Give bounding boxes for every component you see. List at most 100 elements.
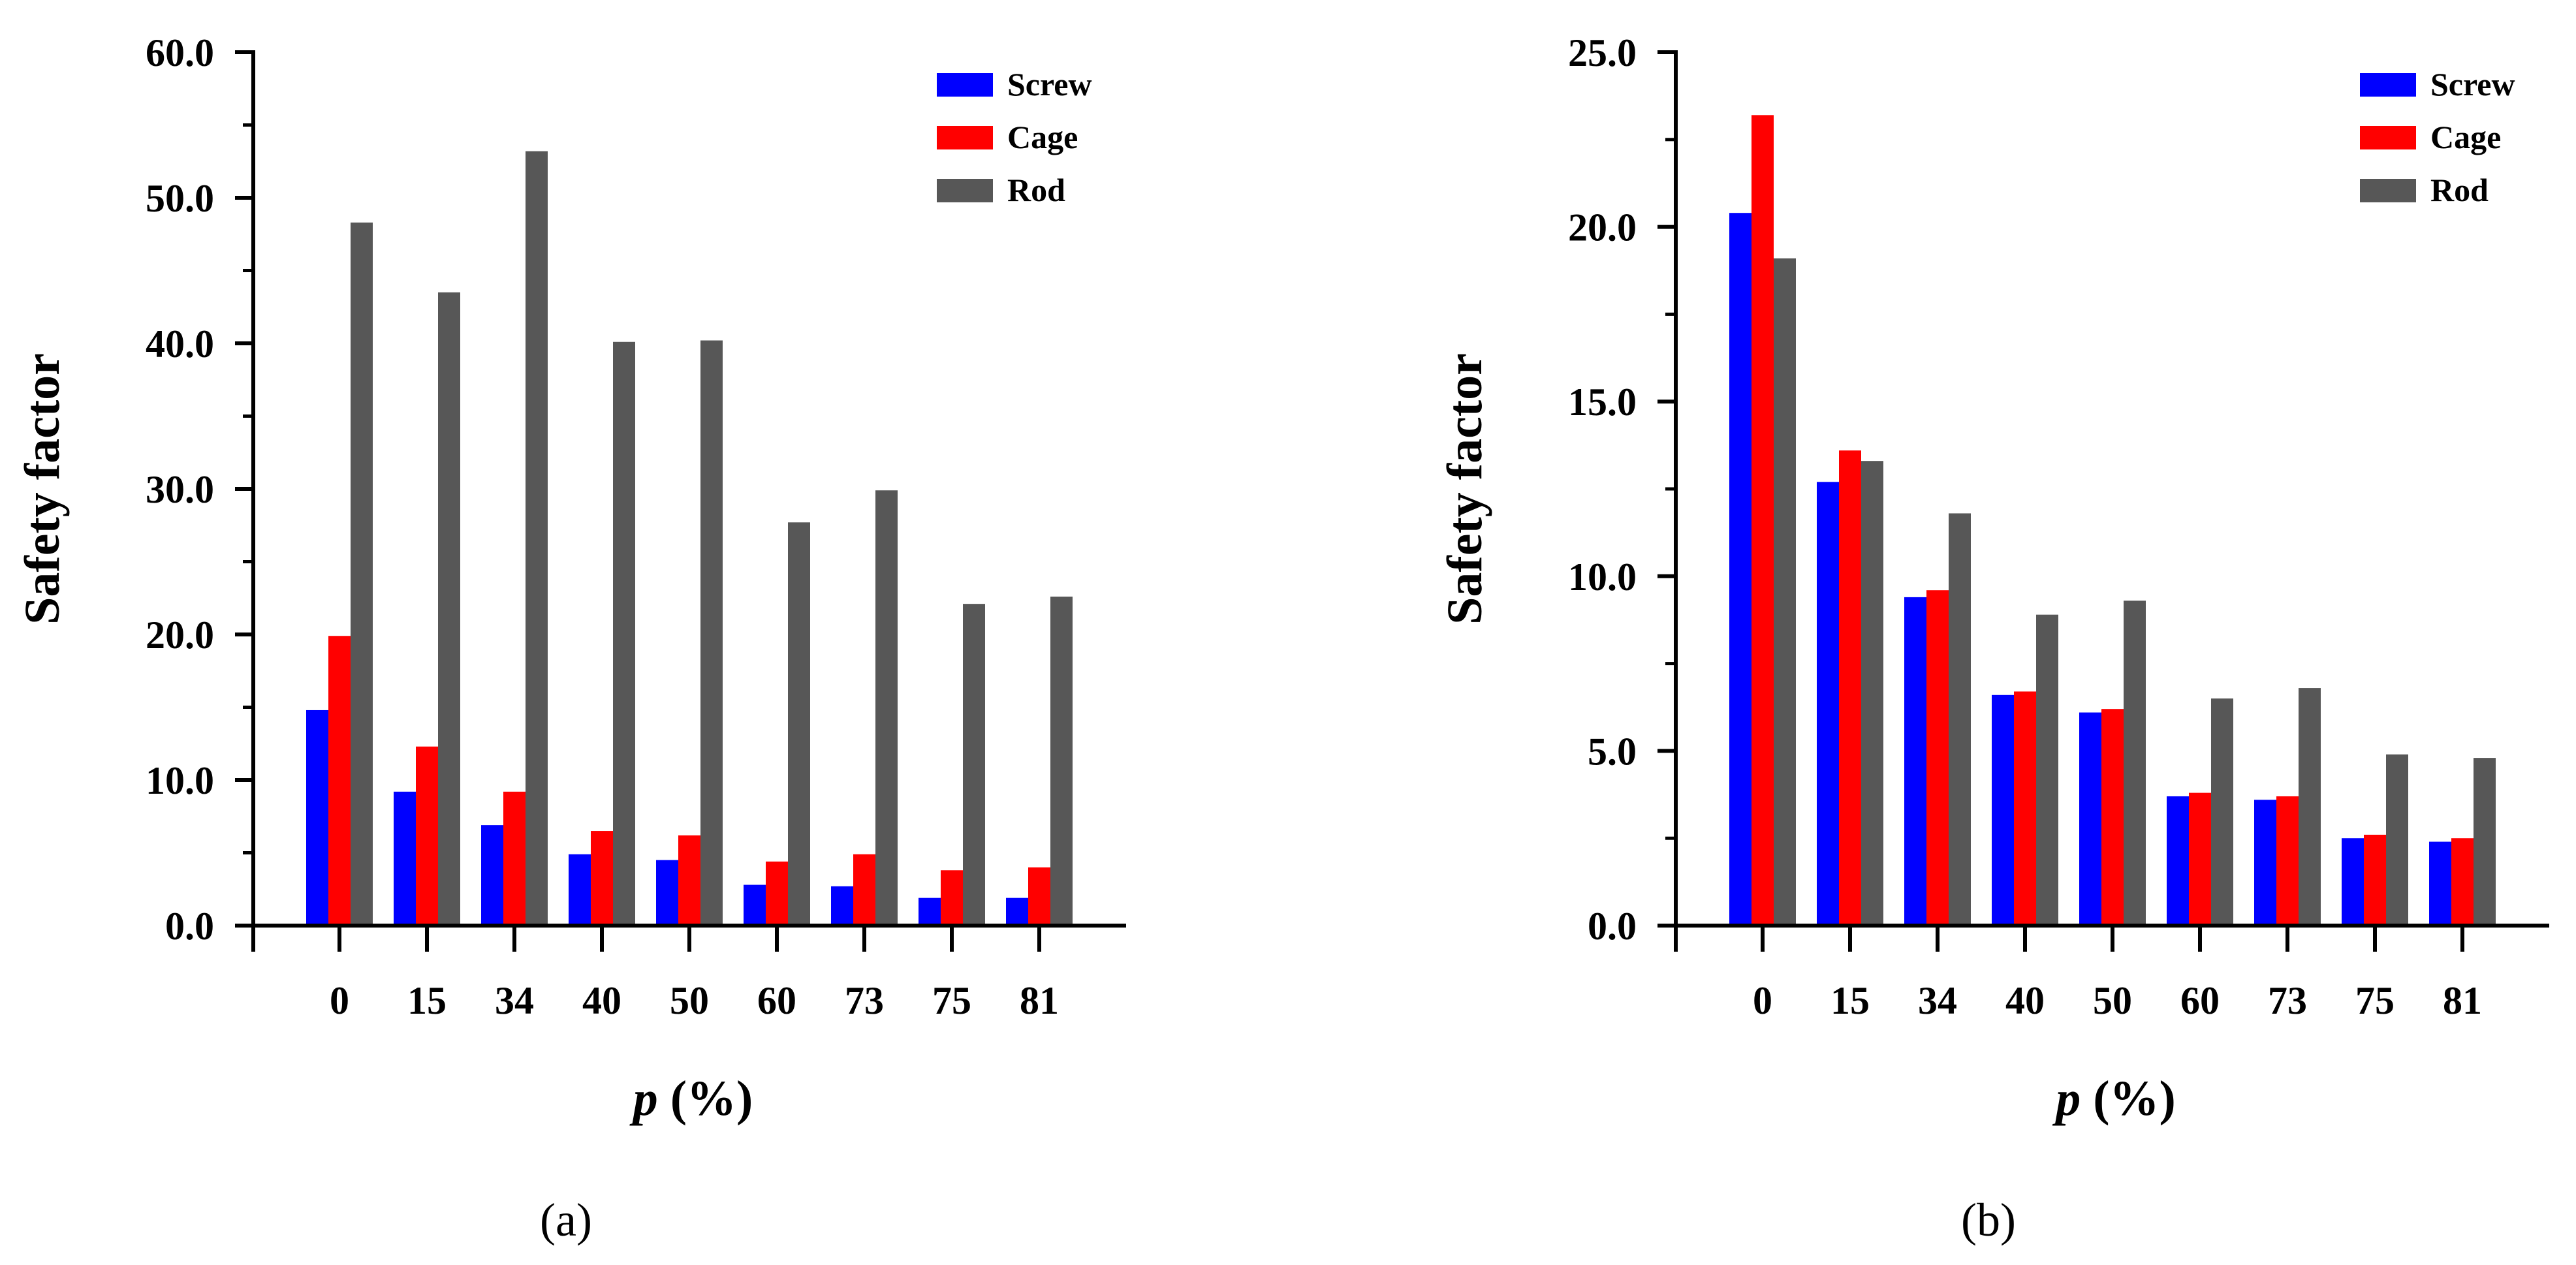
bar-rod-75 bbox=[963, 604, 985, 926]
legend-swatch-cage bbox=[937, 126, 993, 149]
bar-screw-81 bbox=[1006, 898, 1028, 926]
bar-cage-34 bbox=[503, 791, 526, 926]
bar-rod-34 bbox=[526, 151, 548, 926]
bar-rod-50 bbox=[2124, 601, 2146, 926]
bar-screw-34 bbox=[481, 825, 503, 926]
y-tick-label-15: 15.0 bbox=[1568, 381, 1637, 424]
bar-cage-73 bbox=[853, 854, 875, 926]
x-tick-label-75: 75 bbox=[932, 979, 971, 1022]
x-axis-space bbox=[658, 1071, 670, 1126]
bar-rod-0 bbox=[351, 222, 373, 926]
bar-rod-40 bbox=[613, 341, 635, 926]
bar-cage-75 bbox=[941, 870, 963, 926]
bar-rod-15 bbox=[1861, 461, 1883, 926]
legend-label-rod: Rod bbox=[2430, 172, 2489, 208]
bar-cage-15 bbox=[1839, 450, 1861, 926]
bar-rod-50 bbox=[700, 340, 723, 926]
x-tick-label-34: 34 bbox=[495, 979, 534, 1022]
bar-screw-15 bbox=[1817, 482, 1839, 926]
legend-swatch-cage bbox=[2360, 126, 2416, 149]
bar-rod-75 bbox=[2386, 754, 2408, 926]
legend-swatch-rod bbox=[2360, 179, 2416, 202]
legend-swatch-rod bbox=[937, 179, 993, 202]
bar-cage-15 bbox=[416, 746, 438, 926]
legend-swatch-screw bbox=[2360, 73, 2416, 97]
bar-rod-15 bbox=[438, 292, 460, 926]
x-axis-title: p (%) bbox=[2052, 1071, 2176, 1126]
panel-a: 0 15 34 40 50 60 73 75 81 0.0 10.0 20.0 30.0 40.0 50.0… bbox=[15, 31, 1126, 1246]
bar-screw-75 bbox=[2342, 838, 2364, 926]
y-tick-label-10: 10.0 bbox=[1568, 555, 1637, 599]
x-tick-label-50: 50 bbox=[670, 979, 709, 1022]
x-tick-label-81: 81 bbox=[1020, 979, 1059, 1022]
bar-rod-73 bbox=[875, 490, 898, 926]
y-tick-label-10: 10.0 bbox=[146, 759, 214, 802]
bar-rod-81 bbox=[1050, 597, 1073, 926]
y-tick-label-30: 30.0 bbox=[146, 468, 214, 511]
bar-cage-0 bbox=[1751, 115, 1774, 926]
bar-screw-40 bbox=[569, 854, 591, 926]
x-tick-label-34: 34 bbox=[1918, 979, 1957, 1022]
legend-label-screw: Screw bbox=[1007, 66, 1092, 102]
bar-screw-34 bbox=[1904, 597, 1926, 926]
y-axis-title: Safety factor bbox=[1437, 353, 1492, 625]
x-tick-label-73: 73 bbox=[845, 979, 884, 1022]
x-axis-variable: p bbox=[629, 1071, 658, 1126]
bar-screw-50 bbox=[656, 860, 678, 926]
bar-cage-60 bbox=[2189, 792, 2211, 926]
bar-cage-73 bbox=[2276, 796, 2299, 926]
bar-cage-60 bbox=[766, 861, 788, 926]
bar-cage-50 bbox=[678, 835, 700, 926]
bar-screw-60 bbox=[2167, 796, 2189, 926]
legend-label-rod: Rod bbox=[1007, 172, 1065, 208]
y-tick-label-0: 0.0 bbox=[165, 905, 214, 948]
x-tick-label-50: 50 bbox=[2093, 979, 2132, 1022]
bar-cage-0 bbox=[328, 636, 351, 926]
x-axis-variable: p bbox=[2052, 1071, 2081, 1126]
bar-cage-81 bbox=[1028, 867, 1050, 926]
y-tick-label-40: 40.0 bbox=[146, 322, 214, 366]
bar-rod-60 bbox=[2211, 698, 2233, 926]
x-tick-label-0: 0 bbox=[1753, 979, 1772, 1022]
bar-cage-40 bbox=[591, 831, 613, 926]
x-tick-label-73: 73 bbox=[2268, 979, 2307, 1022]
bar-cage-40 bbox=[2014, 691, 2036, 926]
y-tick-label-5: 5.0 bbox=[1588, 730, 1637, 773]
x-tick-label-15: 15 bbox=[1830, 979, 1870, 1022]
x-tick-label-15: 15 bbox=[407, 979, 447, 1022]
x-tick-label-75: 75 bbox=[2355, 979, 2395, 1022]
x-tick-label-81: 81 bbox=[2443, 979, 2482, 1022]
x-axis-unit: (%) bbox=[2093, 1071, 2176, 1126]
x-tick-label-0: 0 bbox=[330, 979, 349, 1022]
bar-cage-50 bbox=[2101, 709, 2124, 926]
panel-caption: (b) bbox=[1961, 1194, 2016, 1246]
bar-screw-40 bbox=[1992, 695, 2014, 926]
x-tick-label-40: 40 bbox=[2005, 979, 2045, 1022]
y-tick-label-50: 50.0 bbox=[146, 177, 214, 220]
bar-screw-73 bbox=[2254, 800, 2276, 926]
y-tick-label-25: 25.0 bbox=[1568, 31, 1637, 74]
legend-label-cage: Cage bbox=[2430, 119, 2501, 155]
x-axis-title: p (%) bbox=[629, 1071, 753, 1126]
x-tick-label-60: 60 bbox=[757, 979, 796, 1022]
x-axis-unit: (%) bbox=[670, 1071, 753, 1126]
bar-screw-60 bbox=[744, 884, 766, 926]
y-tick-label-20: 20.0 bbox=[146, 614, 214, 657]
bar-rod-34 bbox=[1949, 513, 1971, 926]
y-axis-title: Safety factor bbox=[15, 353, 70, 625]
bar-screw-15 bbox=[394, 791, 416, 926]
bar-rod-40 bbox=[2036, 614, 2058, 926]
legend-label-screw: Screw bbox=[2430, 66, 2515, 102]
legend-label-cage: Cage bbox=[1007, 119, 1078, 155]
bar-screw-0 bbox=[1729, 213, 1751, 926]
y-tick-label-60: 60.0 bbox=[146, 31, 214, 74]
bar-screw-0 bbox=[306, 710, 328, 926]
panel-b: 0 15 34 40 50 60 73 75 81 0.0 5.0 10.0 15.0 20.0 25.0 S… bbox=[1437, 31, 2549, 1246]
bar-rod-60 bbox=[788, 522, 810, 926]
bar-rod-0 bbox=[1774, 258, 1796, 926]
x-axis-space bbox=[2081, 1071, 2093, 1126]
bar-rod-81 bbox=[2474, 758, 2496, 926]
legend-swatch-screw bbox=[937, 73, 993, 97]
bar-cage-34 bbox=[1926, 590, 1949, 926]
